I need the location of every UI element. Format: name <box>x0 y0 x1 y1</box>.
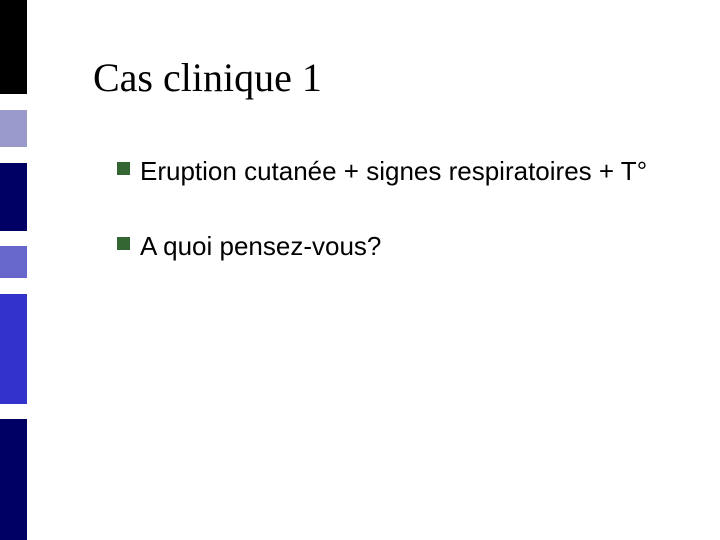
slide-title: Cas clinique 1 <box>93 54 322 101</box>
slide-body: Eruption cutanée + signes respiratoires … <box>117 156 677 261</box>
sidebar-block <box>0 246 27 277</box>
sidebar-block <box>0 163 27 231</box>
bullet-text: A quoi pensez-vous? <box>140 231 677 262</box>
sidebar-block <box>0 147 27 163</box>
sidebar-block <box>0 94 27 110</box>
square-bullet-icon <box>117 237 130 250</box>
sidebar-block <box>0 294 27 404</box>
sidebar-block <box>0 278 27 294</box>
bullet-item: Eruption cutanée + signes respiratoires … <box>117 156 677 187</box>
bullet-text: Eruption cutanée + signes respiratoires … <box>140 156 677 187</box>
sidebar-block <box>0 231 27 247</box>
decorative-sidebar <box>0 0 27 540</box>
square-bullet-icon <box>117 162 130 175</box>
sidebar-block <box>0 0 27 94</box>
slide: Cas clinique 1 Eruption cutanée + signes… <box>0 0 720 540</box>
sidebar-block <box>0 419 27 540</box>
sidebar-block <box>0 110 27 147</box>
sidebar-block <box>0 404 27 420</box>
bullet-item: A quoi pensez-vous? <box>117 231 677 262</box>
